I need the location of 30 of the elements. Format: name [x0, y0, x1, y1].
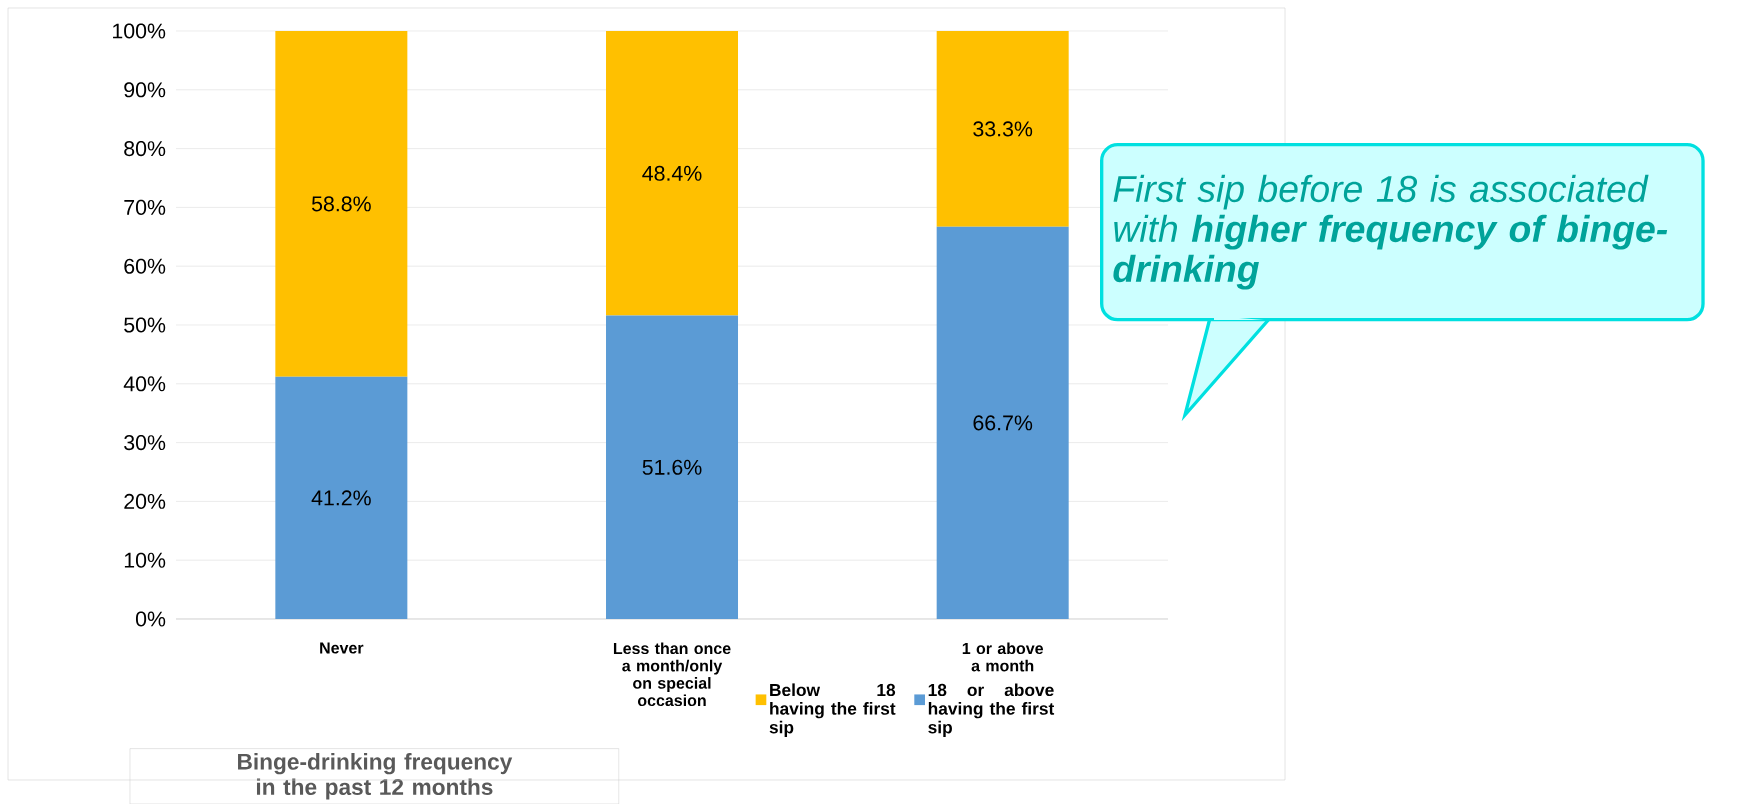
y-tick-label: 70% [124, 199, 166, 215]
bar [936, 30, 1069, 227]
data-label: 33.3% [973, 121, 1033, 137]
y-tick-label: 10% [124, 552, 166, 568]
x-axis-title: Binge-drinking frequency in the past 12 months [238, 752, 513, 800]
y-tick-label: 80% [124, 140, 166, 157]
bar [275, 376, 408, 619]
y-tick-label: 50% [124, 317, 166, 333]
data-label: 66.7% [973, 415, 1033, 431]
y-tick-label: 0% [135, 611, 166, 627]
y-tick-label: 20% [124, 493, 166, 509]
data-label: 51.6% [642, 459, 702, 475]
y-tick-label: 100% [113, 23, 166, 39]
data-label: 41.2% [311, 490, 371, 506]
x-tick-label: Less than once a month/only on special occasion [613, 642, 731, 706]
y-tick-label: 90% [124, 82, 166, 98]
x-tick-label: Never [320, 642, 364, 654]
data-label: 48.4% [642, 165, 702, 181]
bar [936, 226, 1069, 619]
data-label: 58.8% [311, 196, 371, 212]
bar [606, 315, 739, 619]
y-tick-label: 40% [123, 376, 166, 392]
legend-label: 18 or above having the first sip [928, 683, 1055, 737]
bar [275, 30, 408, 377]
legend-label: Below 18 having the first sip [769, 683, 896, 737]
y-tick-label: 30% [124, 434, 166, 451]
annotation: First sip before 18 is associated with higher frequency of binge-drinking [1113, 174, 1668, 290]
x-tick-label: 1 or above a month [962, 642, 1044, 672]
y-tick-label: 60% [124, 258, 166, 274]
bar [606, 30, 739, 316]
